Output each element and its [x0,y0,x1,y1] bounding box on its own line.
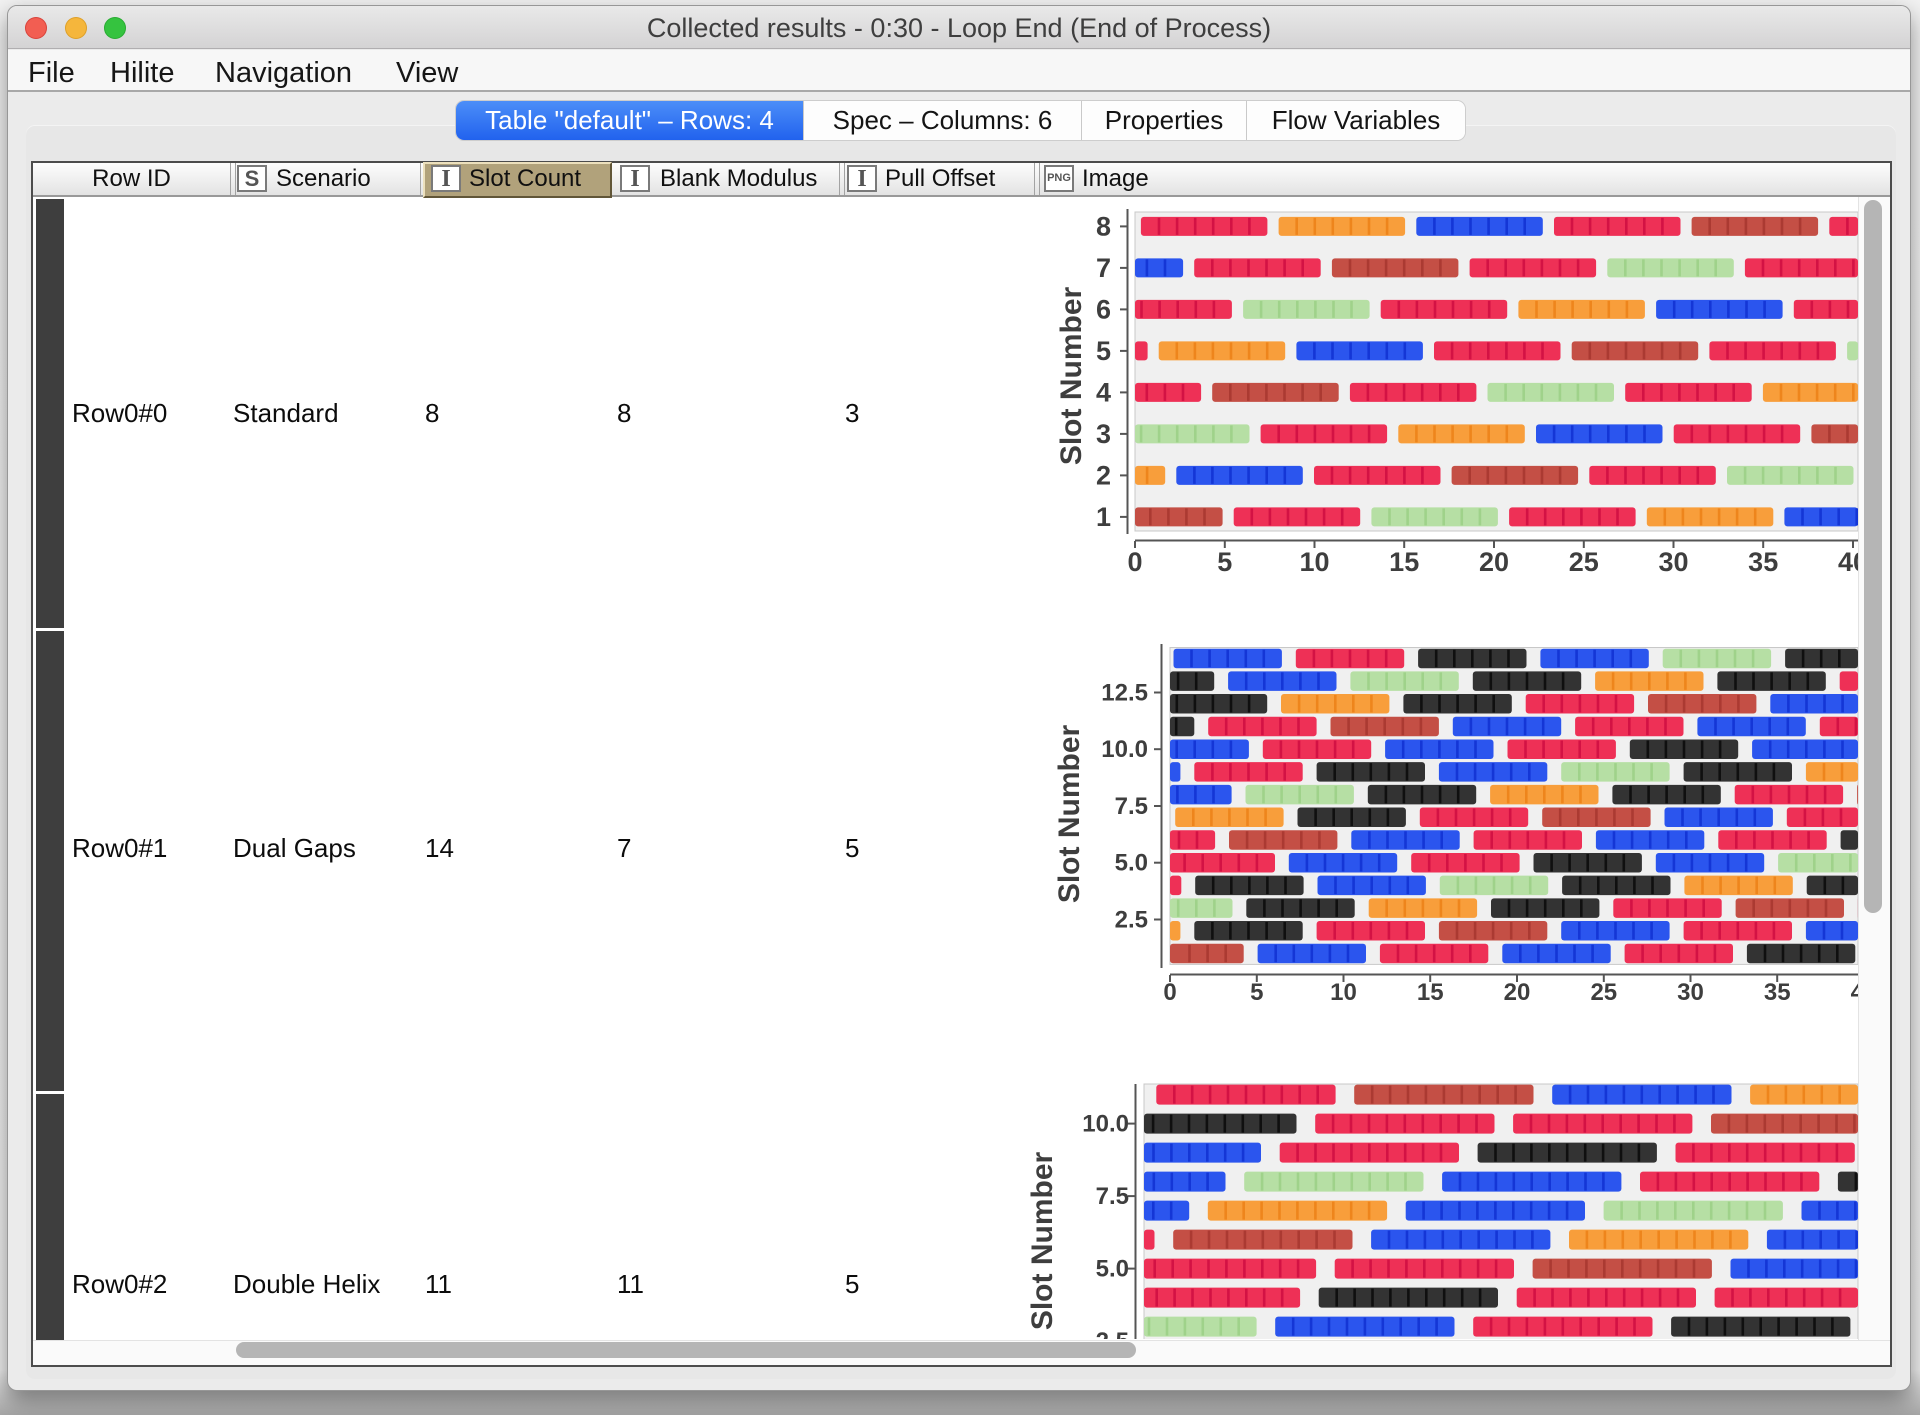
svg-text:30: 30 [1677,979,1704,1006]
svg-text:3: 3 [1096,419,1111,449]
svg-text:7.5: 7.5 [1115,793,1148,820]
svg-text:35: 35 [1764,979,1791,1006]
svg-text:5.0: 5.0 [1115,850,1148,877]
svg-text:5.0: 5.0 [1096,1256,1129,1283]
svg-text:7.5: 7.5 [1096,1183,1129,1210]
svg-text:30: 30 [1658,547,1688,577]
svg-text:Slot Number: Slot Number [1053,725,1086,904]
svg-text:35: 35 [1748,547,1778,577]
svg-text:25: 25 [1569,547,1599,577]
svg-text:10: 10 [1330,979,1357,1006]
svg-text:1: 1 [1096,502,1111,532]
svg-text:4: 4 [1096,377,1111,407]
svg-text:12.5: 12.5 [1101,680,1148,707]
svg-text:25: 25 [1590,979,1617,1006]
svg-text:2.5: 2.5 [1096,1328,1129,1339]
svg-text:Slot Number: Slot Number [1055,287,1088,466]
svg-text:2.5: 2.5 [1115,907,1148,934]
svg-text:40: 40 [1851,979,1858,1006]
svg-text:15: 15 [1389,547,1419,577]
svg-text:7: 7 [1096,253,1111,283]
svg-text:20: 20 [1504,979,1531,1006]
svg-text:10.0: 10.0 [1082,1111,1129,1138]
svg-text:0: 0 [1163,979,1176,1006]
svg-text:20: 20 [1479,547,1509,577]
svg-text:5: 5 [1217,547,1232,577]
svg-text:0: 0 [1127,547,1142,577]
svg-text:10: 10 [1299,547,1329,577]
svg-text:2: 2 [1096,460,1111,490]
svg-text:6: 6 [1096,294,1111,324]
svg-text:5: 5 [1250,979,1263,1006]
svg-text:5: 5 [1096,336,1111,366]
svg-text:10.0: 10.0 [1101,736,1148,763]
svg-text:40: 40 [1838,547,1858,577]
svg-text:Slot Number: Slot Number [1026,1152,1059,1331]
svg-text:15: 15 [1417,979,1444,1006]
svg-text:8: 8 [1096,211,1111,241]
